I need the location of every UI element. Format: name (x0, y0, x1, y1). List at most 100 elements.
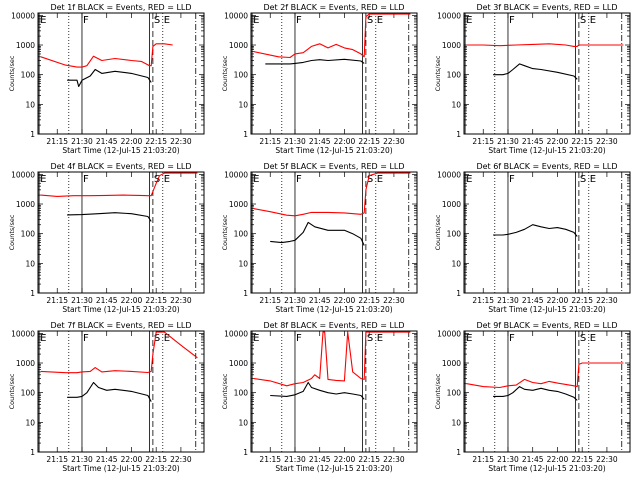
detector-panel: Det 9f BLACK = Events, RED = LLD 1 10 100 10… (434, 321, 631, 473)
event-marker-label: F (509, 333, 515, 344)
events-series-line (265, 58, 365, 65)
x-tick-label: 22:30 (383, 455, 405, 464)
event-marker-label: S (367, 174, 373, 185)
x-tick-label: 21:15 (472, 137, 494, 146)
event-marker-label: F (83, 15, 89, 26)
plot-frame (250, 330, 418, 453)
x-tick-label: 22:15 (145, 455, 167, 464)
x-tick-label: 21:45 (96, 296, 118, 305)
lld-series-line (253, 331, 411, 387)
y-tick-label: 1000 (229, 41, 248, 50)
x-tick-label: 22:15 (358, 137, 380, 146)
event-marker-label: S (580, 333, 586, 344)
x-tick-label: 22:30 (383, 137, 405, 146)
event-marker-label: E (164, 333, 170, 344)
x-tick-label: 21:30 (497, 455, 519, 464)
x-tick-label: 21:45 (309, 137, 331, 146)
lld-series-line (253, 13, 411, 59)
events-series-line (493, 224, 578, 237)
detector-panel: Det 6f BLACK = Events, RED = LLD 1 10 100 10… (434, 162, 631, 314)
y-tick-label: 10000 (224, 11, 248, 20)
lld-series-line (253, 172, 411, 217)
y-tick-label: 100 (234, 389, 249, 398)
y-tick-label: 10000 (11, 170, 35, 179)
x-tick-label: 22:15 (571, 137, 593, 146)
event-marker-label: E (590, 15, 596, 26)
event-marker-label: E (377, 333, 383, 344)
x-tick-label: 21:45 (96, 455, 118, 464)
event-marker-label: E (466, 15, 472, 26)
x-tick-label: 21:30 (71, 296, 93, 305)
x-tick-label: 21:15 (46, 455, 68, 464)
events-series-line (67, 68, 152, 88)
x-tick-label: 21:30 (284, 296, 306, 305)
y-tick-label: 10000 (437, 170, 461, 179)
event-marker-label: E (377, 174, 383, 185)
panel-title: Det 5f BLACK = Events, RED = LLD (263, 162, 404, 171)
x-tick-label: 21:30 (284, 137, 306, 146)
panel-title: Det 7f BLACK = Events, RED = LLD (50, 321, 191, 330)
y-tick-label: 10 (451, 100, 461, 109)
panel-title: Det 1f BLACK = Events, RED = LLD (50, 3, 191, 12)
x-tick-label: 22:00 (334, 296, 356, 305)
event-marker-label: E (164, 15, 170, 26)
y-tick-label: 100 (447, 71, 462, 80)
y-tick-label: 1000 (229, 359, 248, 368)
event-marker-label: S (367, 333, 373, 344)
y-tick-label: 1000 (229, 200, 248, 209)
detector-panel: Det 4f BLACK = Events, RED = LLD 1 10 100 10… (8, 162, 205, 314)
y-tick-label: 1000 (442, 359, 461, 368)
x-axis-label: Start Time (12-Jul-15 21:03:20) (275, 146, 392, 155)
y-axis-label: Counts/sec (221, 55, 229, 91)
x-tick-label: 22:30 (596, 137, 618, 146)
x-axis-label: Start Time (12-Jul-15 21:03:20) (488, 305, 605, 314)
y-tick-label: 100 (21, 389, 36, 398)
event-marker-label: E (253, 15, 259, 26)
plot-frame (37, 330, 205, 453)
y-tick-label: 10000 (437, 11, 461, 20)
event-marker-label: E (40, 333, 46, 344)
y-tick-label: 100 (21, 230, 36, 239)
x-tick-label: 22:00 (121, 137, 143, 146)
x-tick-label: 21:15 (46, 137, 68, 146)
x-tick-label: 22:15 (358, 455, 380, 464)
event-marker-label: E (590, 174, 596, 185)
x-tick-label: 22:30 (383, 296, 405, 305)
y-tick-label: 1 (456, 448, 461, 457)
y-tick-label: 10 (238, 418, 248, 427)
y-tick-label: 1 (30, 448, 35, 457)
y-tick-label: 1000 (16, 200, 35, 209)
event-marker-label: E (40, 15, 46, 26)
panel-title: Det 3f BLACK = Events, RED = LLD (476, 3, 617, 12)
y-tick-label: 100 (234, 230, 249, 239)
y-tick-label: 10000 (11, 329, 35, 338)
x-tick-label: 22:15 (145, 137, 167, 146)
plot-frame (463, 171, 631, 294)
events-series-line (270, 381, 365, 400)
detector-panel: Det 1f BLACK = Events, RED = LLD 1 10 100 10… (8, 3, 205, 155)
plot-frame (250, 171, 418, 294)
plot-frame (37, 12, 205, 135)
x-tick-label: 21:15 (472, 296, 494, 305)
event-marker-label: E (253, 174, 259, 185)
lld-series-line (40, 43, 173, 68)
x-tick-label: 22:00 (121, 296, 143, 305)
y-tick-label: 1 (456, 130, 461, 139)
event-marker-label: E (466, 333, 472, 344)
panel-title: Det 8f BLACK = Events, RED = LLD (263, 321, 404, 330)
y-axis-label: Counts/sec (434, 373, 442, 409)
events-series-line (493, 63, 578, 80)
y-tick-label: 10 (25, 418, 35, 427)
detector-panel: Det 7f BLACK = Events, RED = LLD 1 10 100 10… (8, 321, 205, 473)
y-axis-label: Counts/sec (434, 214, 442, 250)
y-tick-label: 1000 (16, 41, 35, 50)
x-axis-label: Start Time (12-Jul-15 21:03:20) (62, 464, 179, 473)
event-marker-label: E (40, 174, 46, 185)
detector-panel: Det 5f BLACK = Events, RED = LLD 1 10 100 10… (221, 162, 418, 314)
y-tick-label: 100 (234, 71, 249, 80)
x-tick-label: 22:00 (334, 455, 356, 464)
x-tick-label: 21:15 (259, 137, 281, 146)
x-tick-label: 21:45 (522, 455, 544, 464)
detector-panel: Det 2f BLACK = Events, RED = LLD 1 10 100 10… (221, 3, 418, 155)
detector-panel: Det 8f BLACK = Events, RED = LLD 1 10 100 10… (221, 321, 418, 473)
